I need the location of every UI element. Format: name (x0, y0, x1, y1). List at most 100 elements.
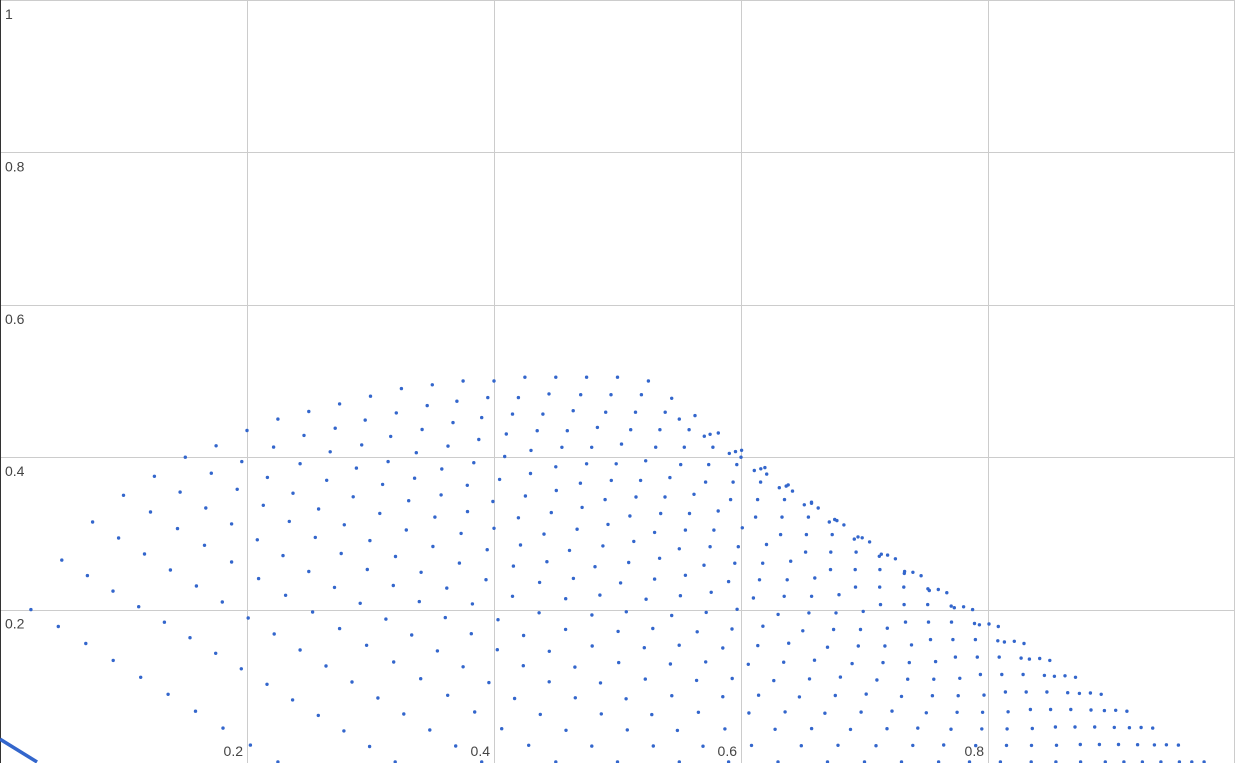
data-point (797, 695, 802, 699)
data-point (1042, 673, 1047, 678)
data-point (573, 696, 577, 700)
data-point (973, 637, 978, 642)
data-point (825, 645, 830, 649)
data-point (733, 449, 738, 454)
data-point (580, 505, 584, 510)
data-point (668, 475, 672, 480)
data-point (978, 672, 983, 677)
data-point (961, 605, 966, 609)
data-point (1054, 743, 1059, 747)
data-point (924, 711, 928, 715)
data-point (702, 434, 706, 438)
data-point (590, 445, 594, 449)
data-point (675, 728, 680, 733)
data-point (393, 554, 398, 559)
data-point (590, 613, 594, 617)
data-point (850, 661, 854, 666)
data-point (1122, 760, 1126, 763)
data-point (785, 578, 789, 582)
data-point (265, 475, 270, 480)
data-point (412, 476, 417, 480)
data-point (564, 728, 568, 732)
data-point (599, 712, 603, 716)
data-point (575, 527, 579, 531)
data-point (1125, 709, 1129, 713)
data-point (878, 602, 883, 607)
data-point (142, 552, 147, 556)
data-point (874, 744, 878, 748)
data-point (368, 538, 372, 543)
data-point (632, 539, 636, 544)
data-point (909, 643, 914, 647)
data-point (694, 678, 699, 683)
data-point (1006, 710, 1010, 714)
data-point (930, 694, 935, 698)
data-point (1021, 672, 1025, 677)
data-point (480, 760, 484, 763)
data-point (1029, 760, 1033, 763)
data-point (455, 399, 459, 403)
data-point (709, 590, 713, 594)
data-point (751, 596, 756, 600)
data-point (825, 760, 830, 763)
tick-labels: 0.2 0.4 0.6 0.8 1 0.2 0.4 0.6 0.8 (5, 6, 984, 759)
data-point (495, 648, 499, 652)
data-point (516, 516, 521, 520)
data-point (867, 540, 872, 544)
data-point (1000, 672, 1004, 677)
data-point (166, 692, 170, 696)
data-point (1002, 640, 1007, 644)
data-point (486, 395, 490, 400)
data-point (1127, 726, 1132, 730)
data-point (419, 570, 423, 574)
data-point (547, 649, 551, 653)
data-point (1140, 760, 1145, 763)
data-point (853, 567, 857, 572)
data-point (711, 445, 715, 449)
data-point (783, 710, 787, 714)
data-point (1045, 690, 1049, 694)
data-point (428, 728, 432, 732)
data-point (692, 492, 696, 496)
data-point (1053, 725, 1058, 729)
data-point (765, 472, 769, 476)
data-point (682, 445, 686, 449)
data-point (731, 480, 735, 484)
data-point (926, 620, 931, 624)
data-point (928, 637, 933, 642)
data-point (687, 428, 691, 432)
data-point (363, 418, 367, 422)
data-point (380, 482, 385, 487)
data-point (782, 594, 786, 598)
data-point (549, 510, 553, 515)
data-point (1030, 726, 1035, 731)
data-point (202, 543, 207, 547)
data-point (443, 615, 447, 620)
data-point (885, 727, 889, 731)
data-point (902, 602, 906, 607)
data-point (758, 480, 763, 484)
data-point (926, 602, 930, 607)
data-point (389, 434, 393, 439)
data-point (337, 402, 342, 406)
data-point (137, 605, 141, 609)
data-point (736, 545, 740, 549)
data-point (652, 577, 657, 581)
data-point (283, 593, 288, 597)
data-point (111, 658, 115, 663)
data-point (877, 554, 881, 558)
data-point (404, 528, 408, 532)
data-point (615, 375, 620, 379)
data-point (445, 586, 449, 590)
data-point (271, 445, 276, 449)
data-point (183, 455, 187, 459)
data-point (60, 558, 64, 562)
data-point (747, 711, 751, 715)
data-point (859, 710, 863, 714)
data-point (554, 760, 558, 763)
data-point (1103, 760, 1107, 763)
data-point (982, 693, 986, 697)
data-point (358, 601, 362, 605)
data-point (376, 696, 380, 700)
data-point (1088, 691, 1093, 695)
